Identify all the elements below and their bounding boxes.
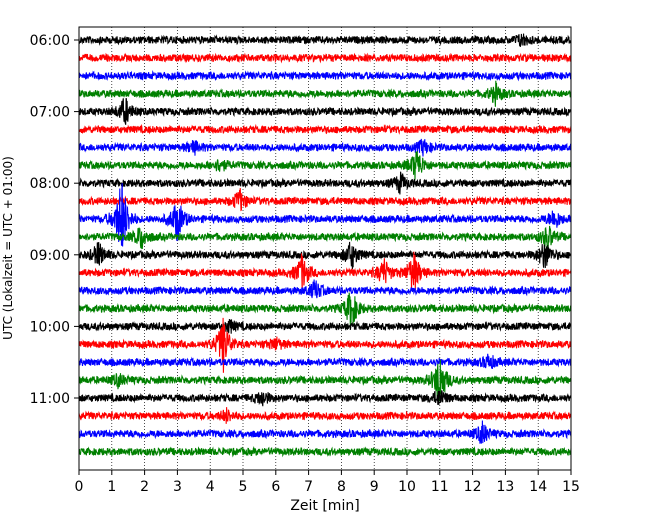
- x-tick-label: 1: [107, 479, 116, 495]
- x-tick-label: 6: [271, 479, 280, 495]
- trace-09:30: [78, 279, 572, 299]
- x-tick-label: 3: [173, 479, 182, 495]
- trace-08:30: [78, 183, 572, 247]
- trace-07:15: [78, 123, 572, 135]
- trace-10:00: [78, 318, 572, 334]
- x-tick-label: 10: [398, 479, 416, 495]
- x-tick-label: 8: [337, 479, 346, 495]
- x-tick-label: 9: [370, 479, 379, 495]
- x-tick-label: 15: [562, 479, 580, 495]
- x-tick-label: 14: [529, 479, 547, 495]
- x-tick-label: 12: [464, 479, 482, 495]
- trace-06:15: [78, 52, 572, 64]
- y-tick-label: 09:00: [30, 248, 70, 264]
- y-axis-label: UTC (Lokalzeit = UTC + 01:00): [1, 156, 15, 340]
- x-tick-label: 5: [239, 479, 248, 495]
- trace-11:45: [78, 446, 572, 458]
- trace-06:30: [78, 70, 572, 82]
- trace-11:00: [78, 390, 572, 407]
- trace-08:45: [78, 225, 572, 251]
- y-tick-label: 10:00: [30, 319, 70, 335]
- x-axis-label: Zeit [min]: [290, 498, 359, 514]
- trace-07:45: [78, 150, 572, 180]
- y-tick-label: 07:00: [30, 105, 70, 121]
- y-axis-ticks: 06:00 07:00 08:00 09:00 10:00 11:00: [30, 33, 79, 407]
- x-tick-label: 13: [496, 479, 514, 495]
- trace-08:15: [78, 188, 572, 212]
- y-tick-label: 11:00: [30, 391, 70, 407]
- x-tick-label: 7: [304, 479, 313, 495]
- x-tick-label: 11: [431, 479, 449, 495]
- trace-08:00: [78, 171, 572, 195]
- seismic-traces: [78, 33, 572, 458]
- trace-06:45: [78, 80, 572, 107]
- trace-09:00: [78, 241, 572, 270]
- trace-11:15: [78, 407, 572, 424]
- x-tick-label: 4: [206, 479, 215, 495]
- y-tick-label: 08:00: [30, 176, 70, 192]
- trace-10:30: [78, 353, 572, 370]
- trace-10:45: [78, 359, 572, 402]
- plot-frame: [78, 26, 572, 471]
- trace-07:30: [78, 138, 572, 157]
- x-tick-label: 0: [75, 479, 84, 495]
- trace-10:15: [78, 317, 572, 373]
- y-tick-label: 06:00: [30, 33, 70, 49]
- x-axis-ticks: 0 1 2 3 4 5 6 7 8 9 10 11 12 13 14 15: [75, 470, 580, 495]
- trace-09:45: [78, 292, 572, 326]
- trace-11:30: [78, 420, 572, 444]
- x-tick-label: 2: [140, 479, 149, 495]
- trace-07:00: [78, 97, 572, 125]
- trace-06:00: [78, 33, 572, 47]
- trace-09:15: [78, 251, 572, 292]
